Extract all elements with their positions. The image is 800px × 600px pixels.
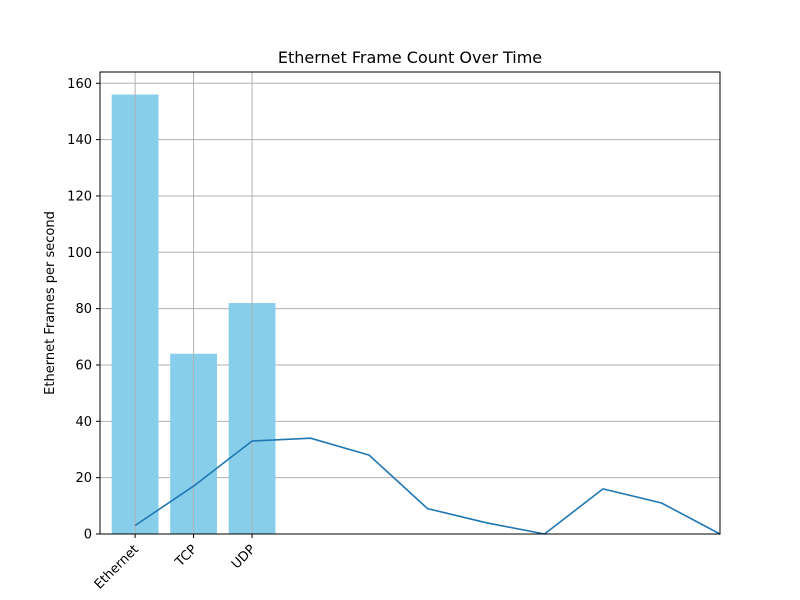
x-tick-label: TCP [172, 542, 200, 570]
chart-title: Ethernet Frame Count Over Time [278, 48, 542, 67]
y-axis-label: Ethernet Frames per second [43, 211, 58, 395]
y-tick-label: 60 [75, 358, 92, 373]
y-tick-label: 140 [67, 133, 92, 148]
y-tick-label: 120 [67, 189, 92, 204]
y-tick-label: 20 [75, 471, 92, 486]
plot-frame [99, 71, 721, 535]
frame-count-line [134, 437, 721, 535]
line-layer [134, 437, 721, 535]
y-tick-label: 80 [75, 302, 92, 317]
y-tick-label: 160 [67, 77, 92, 92]
y-tick-label: 40 [75, 415, 92, 430]
vertical-grid-layer [134, 72, 253, 534]
y-tick-label: 0 [84, 528, 92, 543]
x-tick-label: UDP [229, 542, 259, 572]
y-tick-label: 100 [67, 246, 92, 261]
x-tick-label: Ethernet [92, 542, 142, 592]
